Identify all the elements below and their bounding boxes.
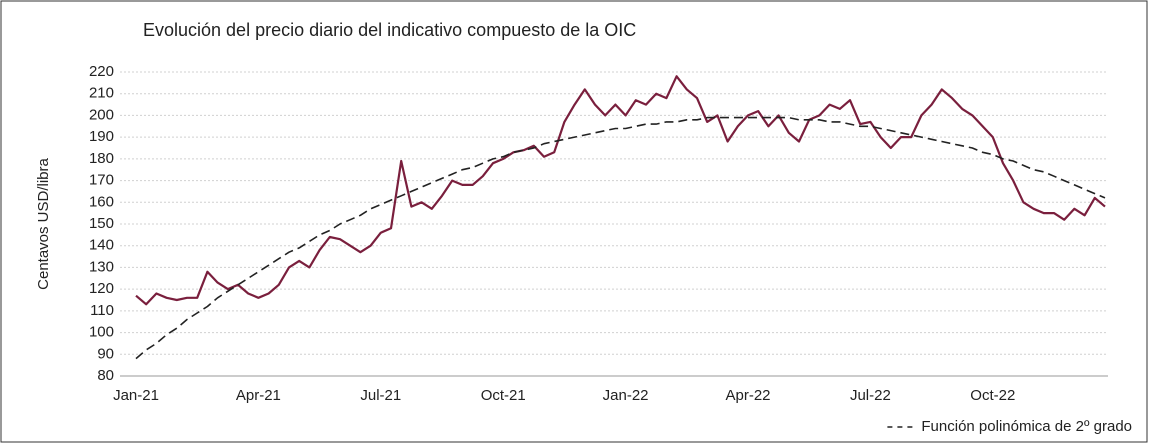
y-tick-label: 200	[89, 106, 114, 123]
x-tick-label: Jul-21	[360, 387, 401, 404]
x-tick-label: Apr-21	[236, 387, 281, 404]
x-tick-label: Apr-22	[725, 387, 770, 404]
x-tick-label: Oct-21	[481, 387, 526, 404]
trend-line	[135, 116, 1106, 360]
y-tick-label: 190	[89, 128, 114, 145]
y-tick-label: 120	[89, 280, 114, 297]
legend-label: Función polinómica de 2º grado	[921, 418, 1132, 435]
chart-title: Evolución del precio diario del indicati…	[143, 20, 636, 40]
x-tick-label: Jan-21	[113, 387, 159, 404]
price-line	[135, 75, 1106, 306]
y-tick-label: 130	[89, 258, 114, 275]
y-tick-label: 220	[89, 63, 114, 80]
y-axis-label: Centavos USD/libra	[35, 157, 52, 289]
y-tick-label: 110	[90, 302, 114, 319]
y-tick-label: 150	[89, 215, 114, 232]
y-tick-label: 160	[89, 193, 114, 210]
y-tick-label: 170	[89, 172, 114, 189]
x-tick-label: Oct-22	[970, 387, 1015, 404]
x-tick-label: Jul-22	[850, 387, 891, 404]
y-tick-label: 100	[89, 324, 114, 341]
y-tick-label: 180	[89, 150, 114, 167]
y-tick-label: 80	[97, 367, 114, 384]
y-tick-label: 90	[97, 345, 114, 362]
y-tick-label: 140	[89, 237, 114, 254]
x-tick-label: Jan-22	[603, 387, 649, 404]
y-tick-label: 210	[89, 85, 114, 102]
